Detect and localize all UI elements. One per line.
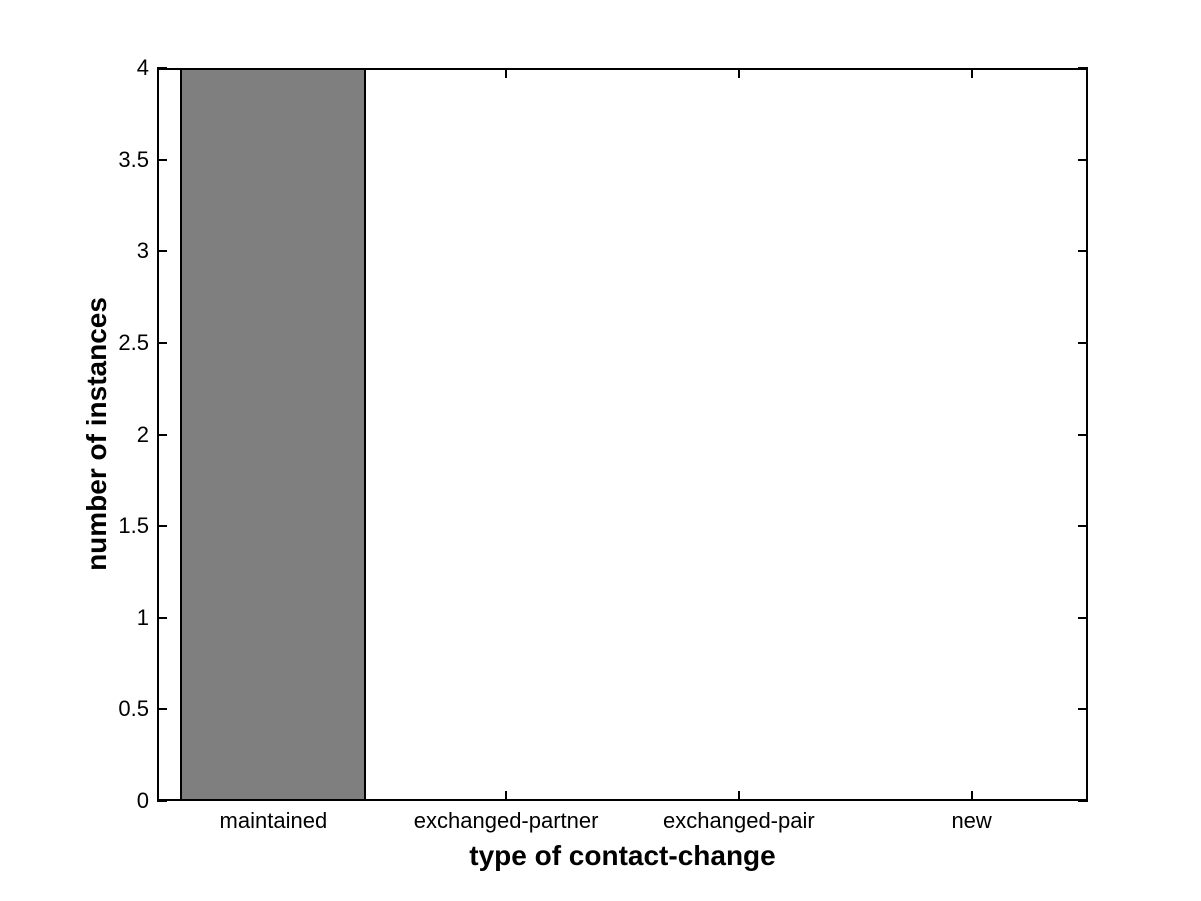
- y-tick-label: 2.5: [118, 329, 149, 355]
- x-tick-label: maintained: [219, 808, 328, 833]
- y-tick-right: [1078, 525, 1088, 528]
- y-tick-left: [157, 250, 167, 253]
- y-tick-left: [157, 708, 167, 711]
- y-tick-label: 1.5: [118, 513, 149, 539]
- bar: [180, 68, 367, 801]
- y-tick-right: [1078, 341, 1088, 344]
- y-tick-label: 3.5: [118, 146, 149, 172]
- x-tick-top: [505, 68, 508, 78]
- y-tick-label: 3: [136, 238, 149, 264]
- y-tick-label: 4: [136, 55, 149, 80]
- y-tick-right: [1078, 616, 1088, 619]
- x-tick-bottom: [737, 791, 740, 801]
- y-tick-right: [1078, 67, 1088, 69]
- y-tick-right: [1078, 708, 1088, 711]
- y-tick-label: 0: [136, 788, 149, 813]
- y-tick-left: [157, 616, 167, 619]
- x-tick-top: [737, 68, 740, 78]
- y-tick-left: [157, 67, 167, 69]
- x-tick-bottom: [970, 791, 973, 801]
- y-tick-left: [157, 433, 167, 436]
- x-axis-label: type of contact-change: [469, 840, 776, 871]
- y-tick-right: [1078, 433, 1088, 436]
- y-tick-right: [1078, 250, 1088, 253]
- y-tick-right: [1078, 158, 1088, 161]
- y-tick-label: 2: [136, 421, 149, 447]
- y-tick-left: [157, 525, 167, 528]
- y-tick-label: 0.5: [118, 696, 149, 722]
- x-tick-top: [970, 68, 973, 78]
- y-tick-left: [157, 341, 167, 344]
- x-tick-label: exchanged-partner: [413, 808, 599, 833]
- y-tick-label: 1: [136, 604, 149, 630]
- x-tick-label: new: [951, 808, 992, 833]
- y-tick-right: [1078, 800, 1088, 802]
- x-tick-label: exchanged-pair: [663, 808, 815, 833]
- y-tick-left: [157, 800, 167, 802]
- x-tick-bottom: [505, 791, 508, 801]
- y-tick-left: [157, 158, 167, 161]
